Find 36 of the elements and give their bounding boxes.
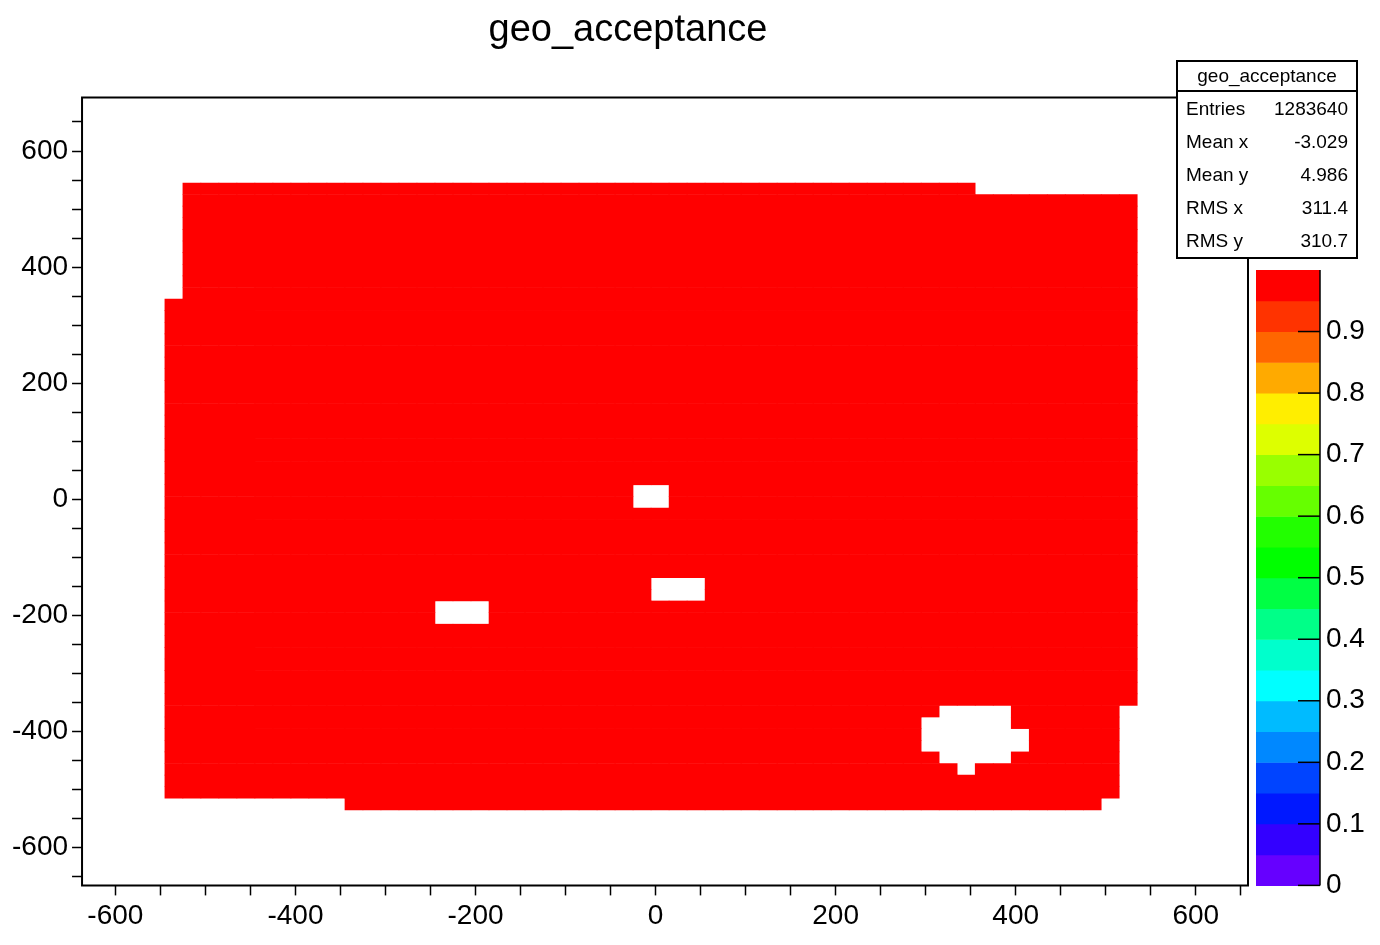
color-bar-label: 0.3 [1326, 683, 1365, 715]
y-tick-label: 0 [52, 482, 69, 514]
color-bar-label: 0.7 [1326, 437, 1365, 469]
text: 4.986 [1300, 164, 1348, 186]
x-tick-label: 600 [1172, 898, 1220, 930]
x-tick-label: -600 [87, 898, 144, 930]
annotation: Mean y [1186, 164, 1249, 186]
x-tick-label: -200 [447, 898, 504, 930]
y-tick-label: 200 [21, 365, 69, 397]
x-tick-label: 200 [812, 898, 859, 930]
annotation: RMS x [1186, 197, 1243, 219]
annotation: Mean x [1186, 131, 1249, 153]
y-tick-label: -400 [11, 714, 69, 746]
y-tick-label: -600 [11, 830, 69, 862]
text: geo_acceptance [1178, 62, 1356, 92]
text: 311.4 [1301, 197, 1348, 219]
y-tick-label: 400 [21, 249, 69, 281]
color-bar-label: 0.6 [1326, 498, 1365, 530]
color-bar-label: 0 [1326, 868, 1342, 900]
annotation: RMS y [1186, 230, 1243, 252]
x-tick-label: -400 [267, 898, 324, 930]
color-bar-label: 0.4 [1326, 621, 1365, 653]
annotation: Entries [1186, 98, 1246, 120]
color-bar-label: 0.9 [1326, 314, 1365, 346]
color-bar-label: 0.5 [1326, 560, 1365, 592]
y-tick-label: 600 [21, 133, 69, 165]
color-bar-label: 0.8 [1326, 375, 1365, 407]
x-tick-label: 400 [992, 898, 1040, 930]
x-tick-label: 0 [647, 898, 664, 930]
text: 1283640 [1274, 98, 1348, 120]
chart-title: geo_acceptance [488, 7, 768, 50]
text: -3.029 [1294, 131, 1348, 153]
text: 310.7 [1300, 230, 1348, 252]
y-tick-label: -200 [11, 598, 69, 630]
color-bar-label: 0.2 [1326, 745, 1365, 777]
color-bar-label: 0.1 [1326, 806, 1365, 838]
